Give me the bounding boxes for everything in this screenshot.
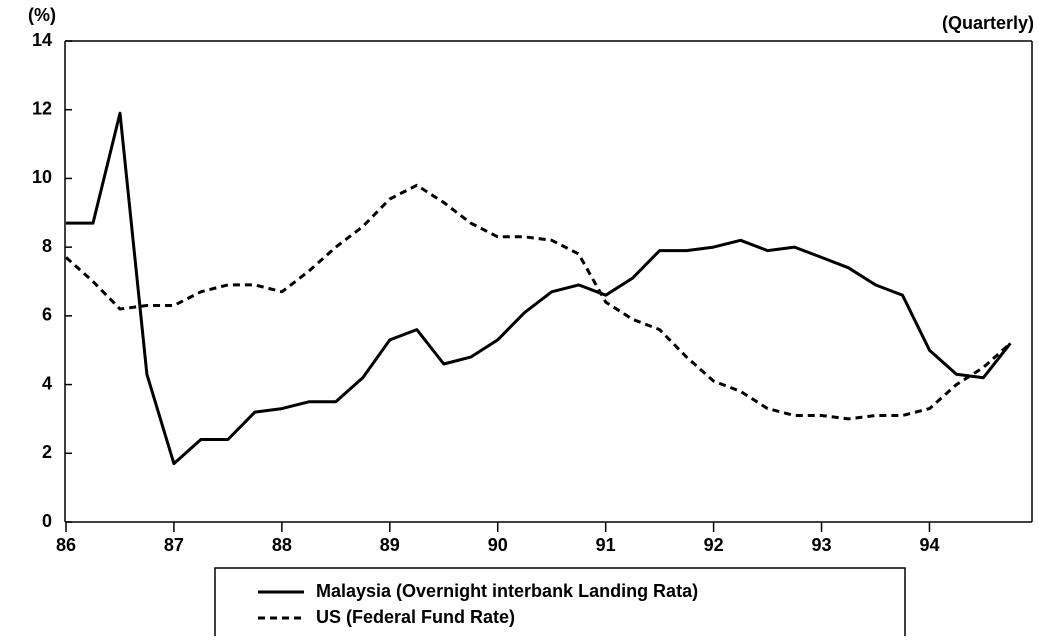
x-tick-label: 90 (488, 535, 508, 555)
x-tick-label: 87 (164, 535, 184, 555)
y-tick-label: 4 (42, 373, 52, 393)
series-line (66, 111, 1012, 466)
x-tick-label: 88 (272, 535, 292, 555)
x-tick-label: 89 (380, 535, 400, 555)
y-tick-label: 2 (42, 442, 52, 462)
y-axis-label: (%) (28, 5, 56, 25)
legend-label: Malaysia (Overnight interbank Landing Ra… (316, 581, 698, 601)
y-tick-label: 12 (32, 98, 52, 118)
y-tick-label: 6 (42, 305, 52, 325)
legend-label: US (Federal Fund Rate) (316, 607, 515, 627)
x-tick-label: 92 (704, 535, 724, 555)
y-tick-label: 0 (42, 511, 52, 531)
y-tick-label: 8 (42, 236, 52, 256)
y-tick-label: 14 (32, 30, 52, 50)
legend-box (214, 567, 906, 636)
x-tick-label: 94 (919, 535, 939, 555)
series-line (65, 183, 1012, 421)
y-tick-label: 10 (32, 167, 52, 187)
x-tick-label: 93 (812, 535, 832, 555)
x-tick-label: 91 (596, 535, 616, 555)
x-tick-label: 86 (56, 535, 76, 555)
annotation: (Quarterly) (942, 13, 1034, 33)
